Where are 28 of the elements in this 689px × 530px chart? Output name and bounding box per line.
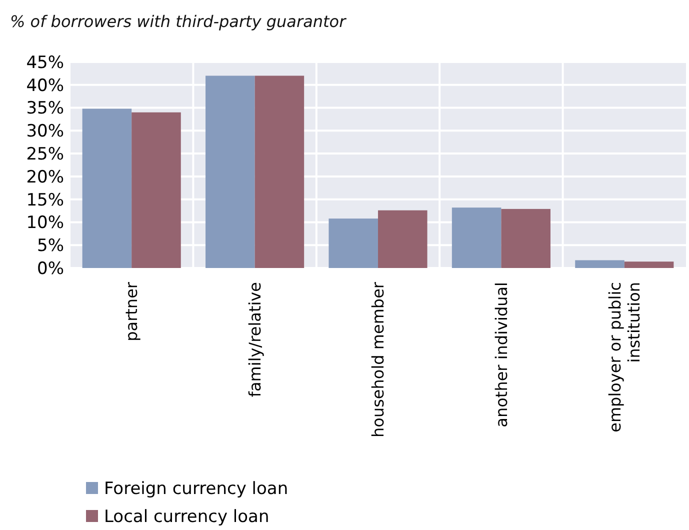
bar [328,218,378,268]
y-tick-label: 35% [26,98,64,119]
bar [206,76,255,268]
bar [575,260,624,268]
bar [254,76,304,268]
y-tick-label: 15% [26,190,64,210]
bar [82,108,132,268]
y-tick-label: 5% [37,236,64,256]
y-tick-label: 20% [26,167,64,188]
bar [452,208,502,268]
x-tick-label: household member [368,282,388,438]
y-tick-label: 45% [26,52,64,73]
y-tick-label: 30% [26,122,64,142]
bar [501,208,550,268]
x-tick-label: partner [122,282,142,342]
x-tick-label: employer or public institution [605,282,644,432]
x-tick-label: another individual [492,282,511,428]
chart-subtitle: % of borrowers with third-party guarantor [10,12,348,31]
x-tick-label: family/relative [245,282,264,398]
y-tick-label: 10% [26,213,64,234]
bar [378,210,428,268]
y-tick-label: 0% [37,258,64,279]
y-tick-label: 40% [26,76,64,96]
bar [132,112,181,268]
bar [624,262,674,268]
legend-label: Foreign currency loan [104,478,288,499]
y-tick-label: 25% [26,144,64,165]
legend-label: Local currency loan [104,506,270,527]
